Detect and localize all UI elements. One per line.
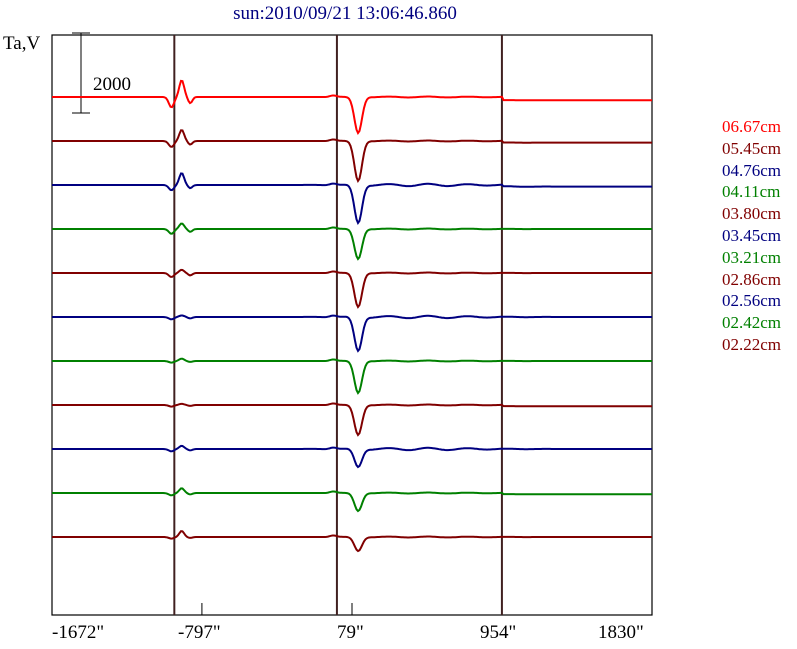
- trace-02-22cm: [52, 530, 652, 553]
- trace-05-45cm: [52, 129, 652, 184]
- x-tick-label: -797": [178, 622, 221, 643]
- scale-bar-label: 2000: [91, 74, 133, 96]
- trace-06-67cm: [52, 79, 652, 136]
- legend-entry: 04.76cm: [722, 160, 782, 180]
- trace-03-80cm: [52, 268, 652, 309]
- y-axis-label: Ta,V: [3, 33, 41, 54]
- legend-entry: 03.80cm: [722, 204, 782, 224]
- x-tick-label: -1672": [52, 622, 105, 643]
- x-tick-label: 79": [337, 622, 364, 643]
- x-tick-label: 1830": [598, 622, 644, 643]
- legend-entry: 02.86cm: [722, 269, 782, 289]
- legend-entry: 02.56cm: [722, 291, 782, 311]
- legend-entry: 02.42cm: [722, 313, 782, 333]
- legend-entry: 02.22cm: [722, 335, 782, 354]
- trace-03-45cm: [52, 314, 652, 353]
- legend-entry: 03.21cm: [722, 247, 782, 267]
- legend-entry: 06.67cm: [722, 117, 782, 136]
- trace-02-56cm: [52, 444, 652, 469]
- legend-entry: 04.11cm: [722, 182, 781, 202]
- trace-04-76cm: [52, 172, 652, 225]
- trace-02-86cm: [52, 402, 652, 437]
- trace-02-42cm: [52, 487, 652, 513]
- chart-title: sun:2010/09/21 13:06:46.860: [233, 3, 457, 24]
- trace-03-21cm: [52, 357, 652, 395]
- x-tick-label: 954": [480, 622, 517, 643]
- legend-entry: 03.45cm: [722, 226, 782, 245]
- trace-04-11cm: [52, 222, 652, 261]
- legend-entry: 05.45cm: [722, 138, 782, 158]
